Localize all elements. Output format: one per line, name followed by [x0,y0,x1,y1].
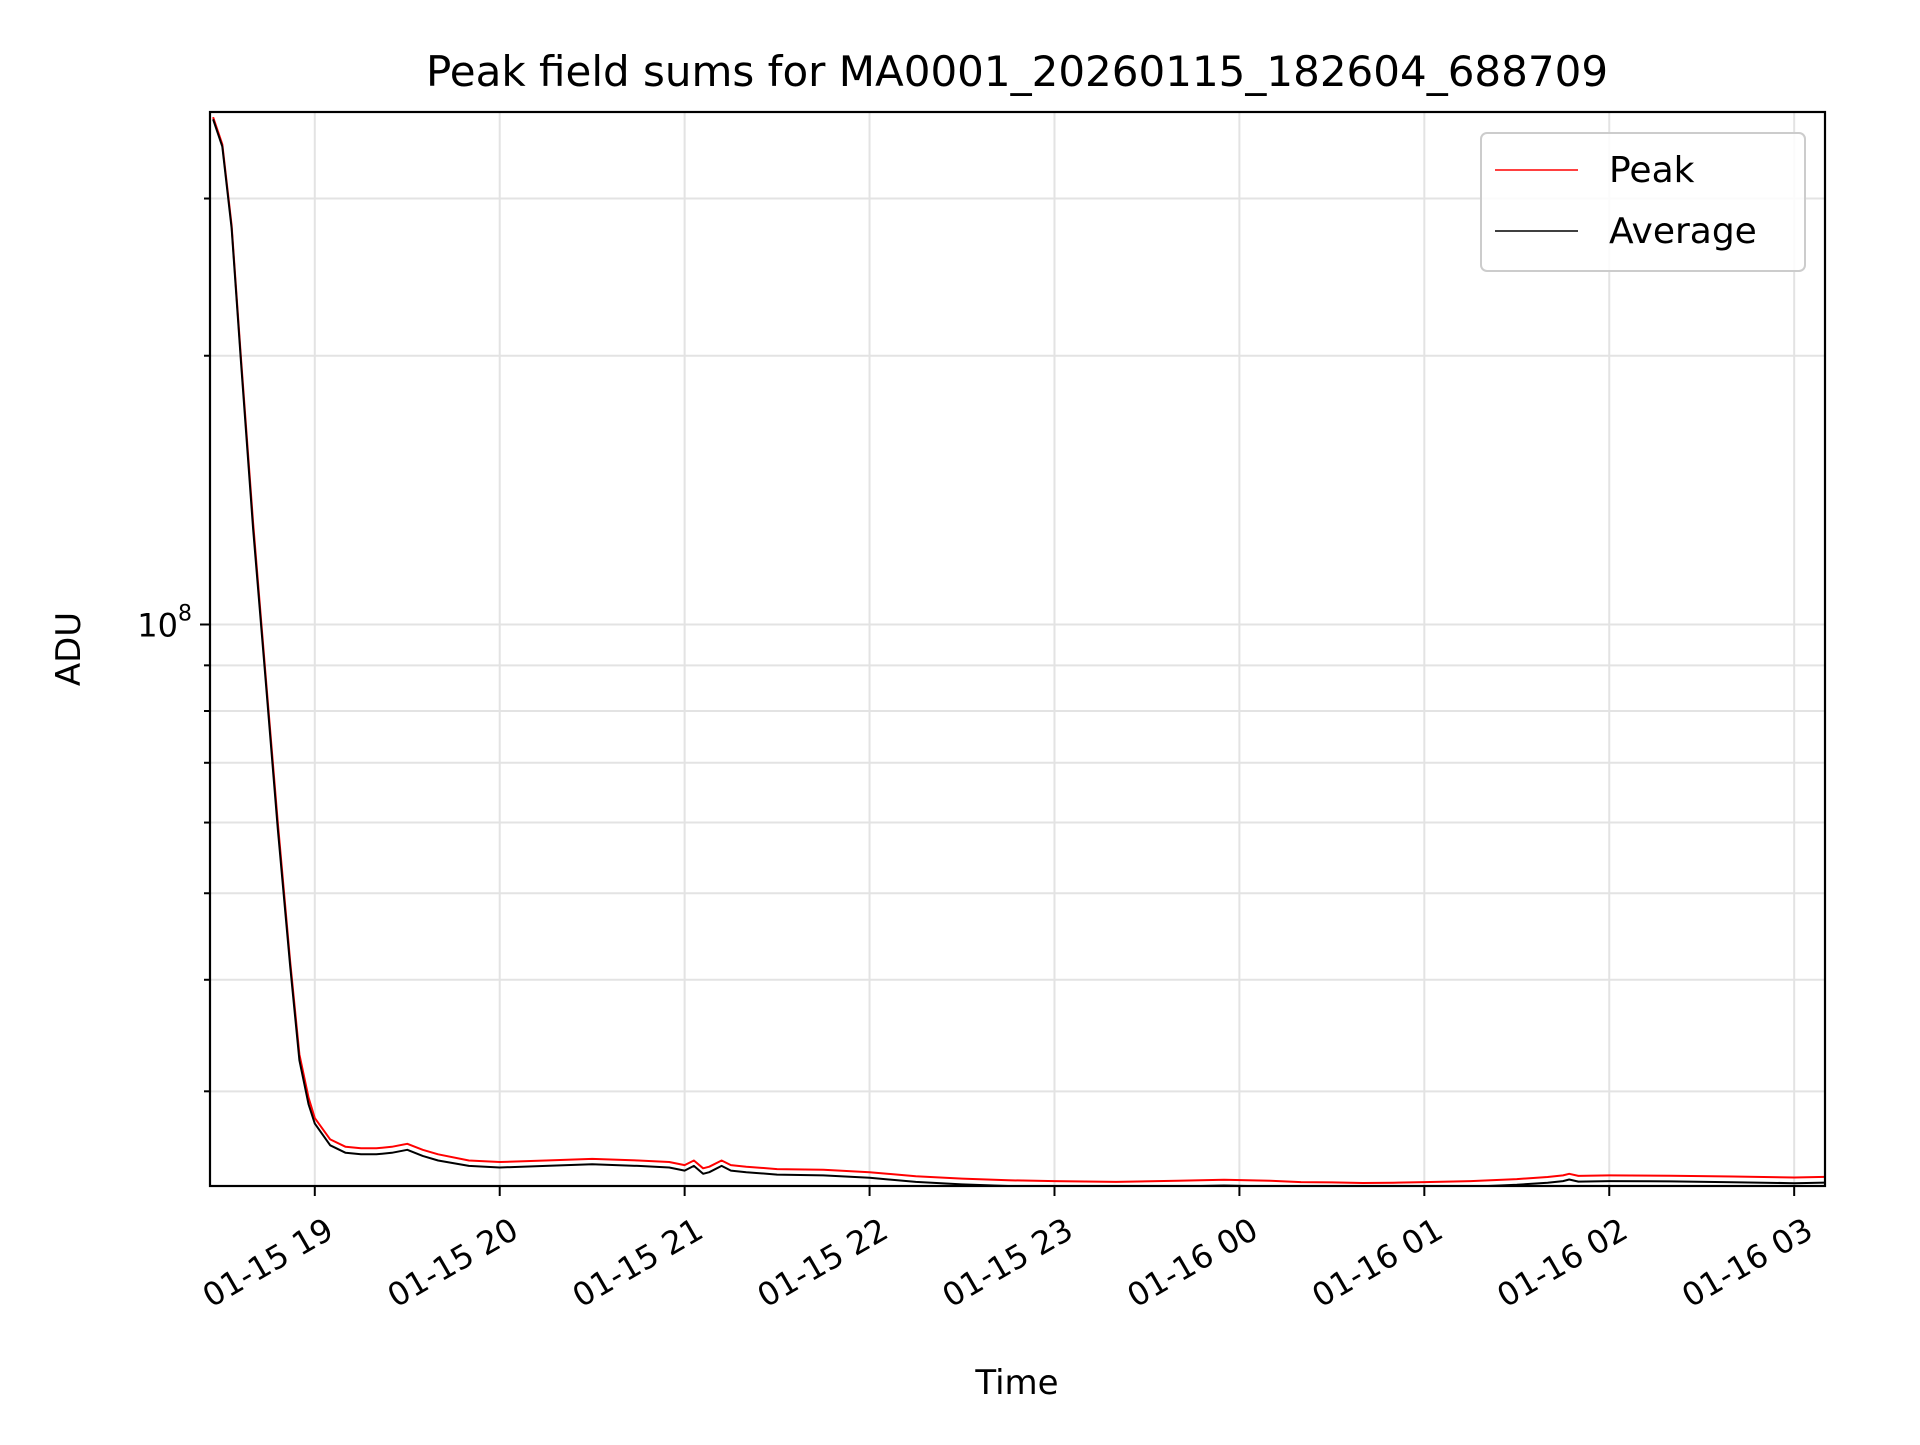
x-axis-label: Time [974,1363,1058,1403]
x-tick-label: 01-15 20 [381,1210,525,1315]
series-layer [212,116,1825,1186]
x-tick-label: 01-15 19 [196,1210,340,1315]
plot-frame [208,110,1827,1188]
y-tick-label-exponent: 8 [178,601,192,626]
x-tick-label: 01-15 22 [751,1210,895,1315]
legend-label-average: Average [1609,211,1757,252]
x-tick-label: 01-16 03 [1675,1210,1819,1315]
series-line-peak [212,116,1825,1184]
legend-label-peak: Peak [1609,150,1695,191]
x-tick-label: 01-16 01 [1306,1210,1450,1315]
legend-box [1480,132,1806,272]
x-tick-label: 01-16 00 [1121,1210,1265,1315]
y-axis-label: ADU [49,612,89,686]
x-tick-label: 01-16 02 [1490,1210,1634,1315]
series-line-average [212,118,1825,1186]
chart-title: Peak field sums for MA0001_20260115_1826… [426,47,1608,96]
y-tick-label: 108 [137,601,192,644]
grid-layer [210,112,1825,1186]
y-tick-label-base: 10 [137,606,178,644]
legend: Peak Average [1480,132,1806,272]
x-tick-label: 01-15 21 [566,1210,710,1315]
x-tick-label: 01-15 23 [936,1210,1080,1315]
